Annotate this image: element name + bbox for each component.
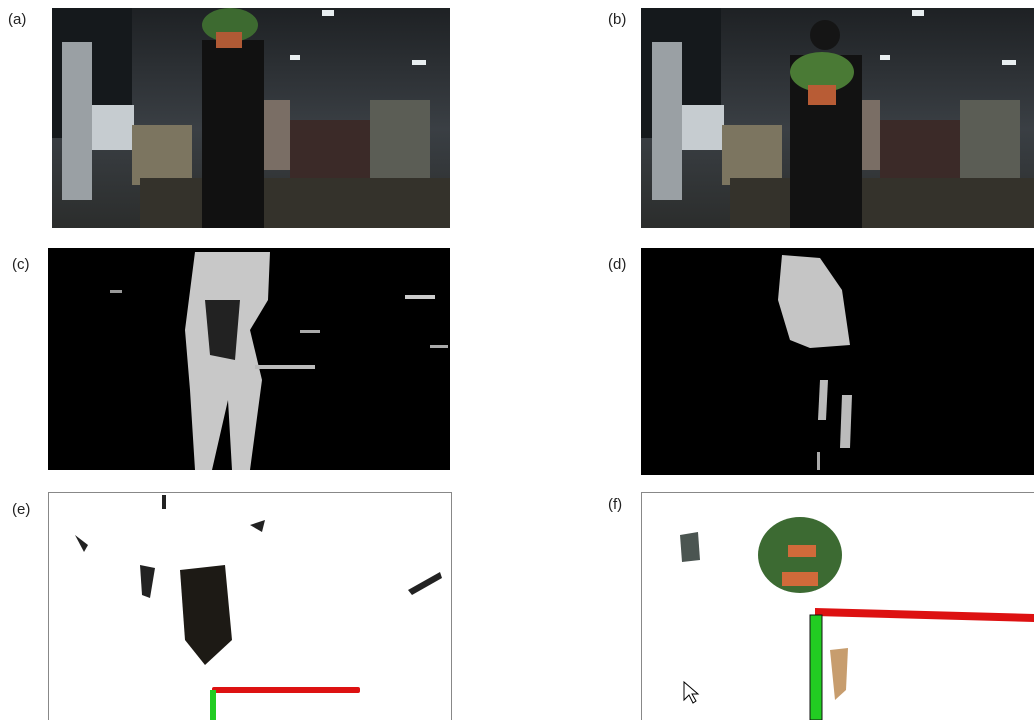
panel-label: (a)	[8, 11, 26, 28]
panel-label: (c)	[12, 256, 30, 273]
figure: (a) (b) (c) (d) (e) (f)	[0, 0, 1034, 720]
panel-d	[641, 248, 1034, 475]
panel-label: (b)	[608, 11, 626, 28]
panel-label: (d)	[608, 256, 626, 273]
panel-b	[641, 8, 1034, 228]
panel-c	[48, 248, 450, 470]
panel-label: (e)	[12, 501, 30, 518]
page: (a) (b) (c) (d) (e) (f) (() => { const d…	[0, 0, 1034, 720]
panel-f	[642, 493, 1034, 720]
panel-a	[52, 8, 450, 228]
panel-label: (f)	[608, 496, 622, 513]
panel-e	[49, 493, 452, 720]
